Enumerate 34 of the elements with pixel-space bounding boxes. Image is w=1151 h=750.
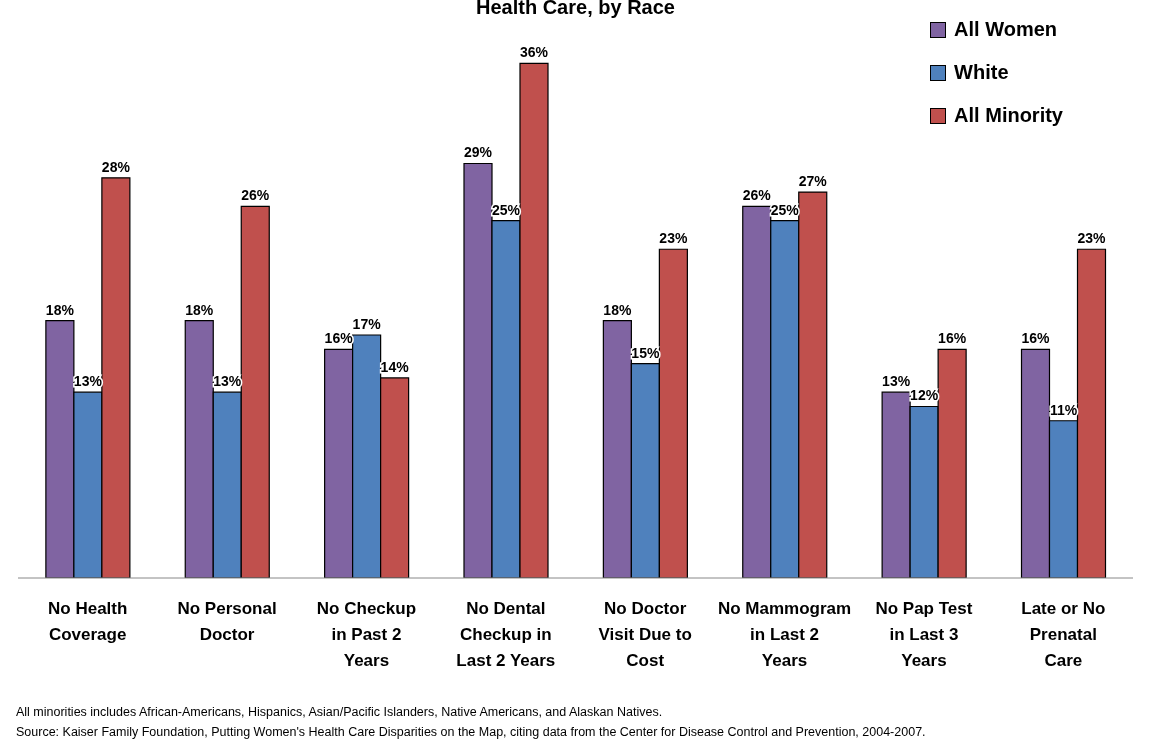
data-label: 27%: [798, 173, 828, 190]
data-label: 14%: [380, 358, 410, 375]
data-label: 29%: [463, 144, 493, 161]
legend-label: All Minority: [954, 104, 1063, 127]
legend-label: White: [954, 61, 1009, 84]
x-tick-label: No Checkup in Past 2 Years: [316, 599, 417, 670]
data-label: 13%: [882, 373, 911, 390]
source-note: Source: Kaiser Family Foundation, Putting Women's Health Care Disparities on the Map, citing data from the Center for Disease Control and Prevention, 2004-2007.: [16, 724, 926, 741]
data-label: 12%: [910, 387, 939, 404]
data-label: 11%: [1049, 401, 1078, 418]
data-label: 16%: [1021, 330, 1051, 347]
data-label: 18%: [185, 301, 214, 318]
data-label: 23%: [659, 230, 688, 247]
data-label: 13%: [213, 373, 242, 390]
x-tick-label: No Mammogram in Last 2 Years: [717, 599, 852, 670]
data-label: 18%: [45, 301, 75, 318]
data-label: 23%: [1077, 230, 1107, 247]
data-label: 26%: [241, 187, 270, 204]
text: All minorities includes African-Americans, Hispanics, Asian/Pacific Islanders, Native Americans, and Alaskan Natives.: [16, 704, 664, 721]
data-label: 17%: [352, 316, 382, 333]
data-label: 26%: [742, 187, 772, 204]
x-tick-label: No Doctor Visit Due to Cost: [598, 599, 692, 670]
data-label: 16%: [938, 330, 967, 347]
x-tick-label: No Dental Checkup in Last 2 Years: [456, 599, 556, 670]
data-label: 28%: [101, 158, 131, 175]
data-label: 18%: [603, 301, 632, 318]
chart-title: Health Care, by Race: [475, 0, 676, 19]
data-label: 36%: [519, 44, 549, 61]
legend-label: All Women: [954, 18, 1058, 41]
data-label: 15%: [631, 344, 660, 361]
x-tick-label: No Personal Doctor: [177, 599, 277, 644]
x-tick-label: No Health Coverage: [48, 599, 128, 644]
x-tick-label: No Pap Test in Last 3 Years: [875, 599, 973, 670]
x-tick-label: Late or No Prenatal Care: [1021, 599, 1106, 670]
